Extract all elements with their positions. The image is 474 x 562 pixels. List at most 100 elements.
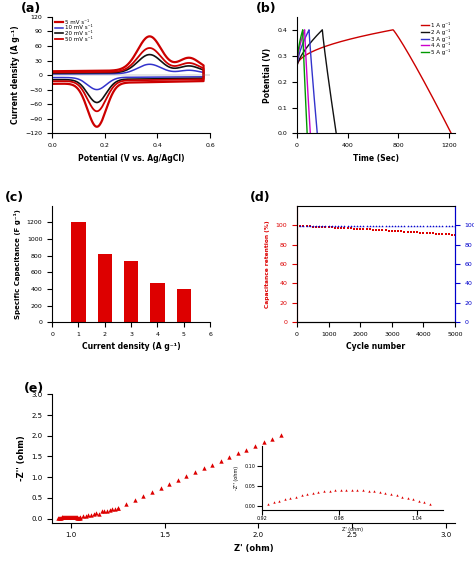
Point [448,221,456,230]
Point [82,511,90,520]
Point [379,221,386,230]
20 mV s⁻¹ [49,76,55,83]
50 mV s⁻¹ [159,76,164,83]
20 mV s⁻¹ [49,70,55,76]
Point [100,506,108,515]
Point [57,513,64,522]
20 mV s⁻¹ [159,75,164,82]
Line: 5 mV s⁻¹: 5 mV s⁻¹ [52,37,203,127]
Point [55,514,63,523]
Point [109,505,116,514]
Point [66,512,74,521]
Point [429,229,437,238]
Point [325,221,332,230]
Point [328,223,336,232]
X-axis label: Time (Sec): Time (Sec) [353,153,399,162]
Point [84,510,92,519]
10 mV s⁻¹ [91,85,96,92]
Point [410,221,418,230]
Point [303,222,310,231]
Point [448,230,456,239]
Point [73,513,80,522]
Point [331,223,339,232]
5 mV s⁻¹ [91,121,96,128]
Point [423,228,430,237]
Point [322,223,329,232]
10 mV s⁻¹ [147,61,153,67]
Point [64,512,71,521]
Point [401,221,408,230]
50 mV s⁻¹ [68,69,73,76]
Point [303,221,310,230]
X-axis label: Z' (ohm): Z' (ohm) [234,544,273,553]
Point [268,434,276,443]
Point [306,222,313,231]
Point [341,221,348,230]
50 mV s⁻¹ [176,76,182,83]
Line: 10 mV s⁻¹: 10 mV s⁻¹ [52,64,203,89]
Point [56,514,64,523]
Point [300,222,307,231]
Point [369,225,377,234]
Point [75,514,83,523]
Point [341,224,348,233]
Point [398,221,405,230]
Point [401,227,408,236]
Point [442,230,449,239]
Point [72,513,79,522]
Point [191,468,199,477]
Text: (b): (b) [256,2,277,15]
Point [369,221,377,230]
Point [58,513,65,522]
5 mV s⁻¹ [68,67,73,74]
Bar [98,254,112,322]
Point [445,221,453,230]
Point [322,221,329,230]
Point [385,226,392,235]
Point [217,456,225,465]
Point [347,224,355,233]
Point [445,230,453,239]
Y-axis label: Capacitance retention (%): Capacitance retention (%) [265,220,270,308]
10 mV s⁻¹ [49,74,55,81]
Point [157,483,164,492]
Point [379,226,386,235]
Point [375,221,383,230]
Point [426,221,434,230]
Point [319,223,326,232]
Point [315,223,323,232]
Point [319,221,326,230]
Point [432,229,440,238]
20 mV s⁻¹ [147,51,153,58]
Point [363,221,370,230]
Point [410,228,418,237]
Point [306,221,313,230]
Point [394,221,402,230]
Point [366,221,374,230]
Point [366,225,374,234]
10 mV s⁻¹ [122,74,128,81]
Point [438,229,446,238]
Point [90,509,98,518]
Point [76,512,84,521]
Point [429,221,437,230]
20 mV s⁻¹ [168,75,174,82]
5 mV s⁻¹ [159,79,164,85]
Text: (a): (a) [20,2,41,15]
Point [69,513,76,522]
Point [438,221,446,230]
5 mV s⁻¹ [49,68,55,75]
Point [334,221,342,230]
Point [436,229,443,238]
Point [312,221,320,230]
Point [174,475,182,484]
Point [398,227,405,236]
Point [74,514,82,523]
Point [391,226,399,235]
Point [451,230,459,239]
Point [451,221,459,230]
Point [165,479,173,488]
Point [95,509,103,518]
Point [360,225,367,234]
Point [382,221,389,230]
